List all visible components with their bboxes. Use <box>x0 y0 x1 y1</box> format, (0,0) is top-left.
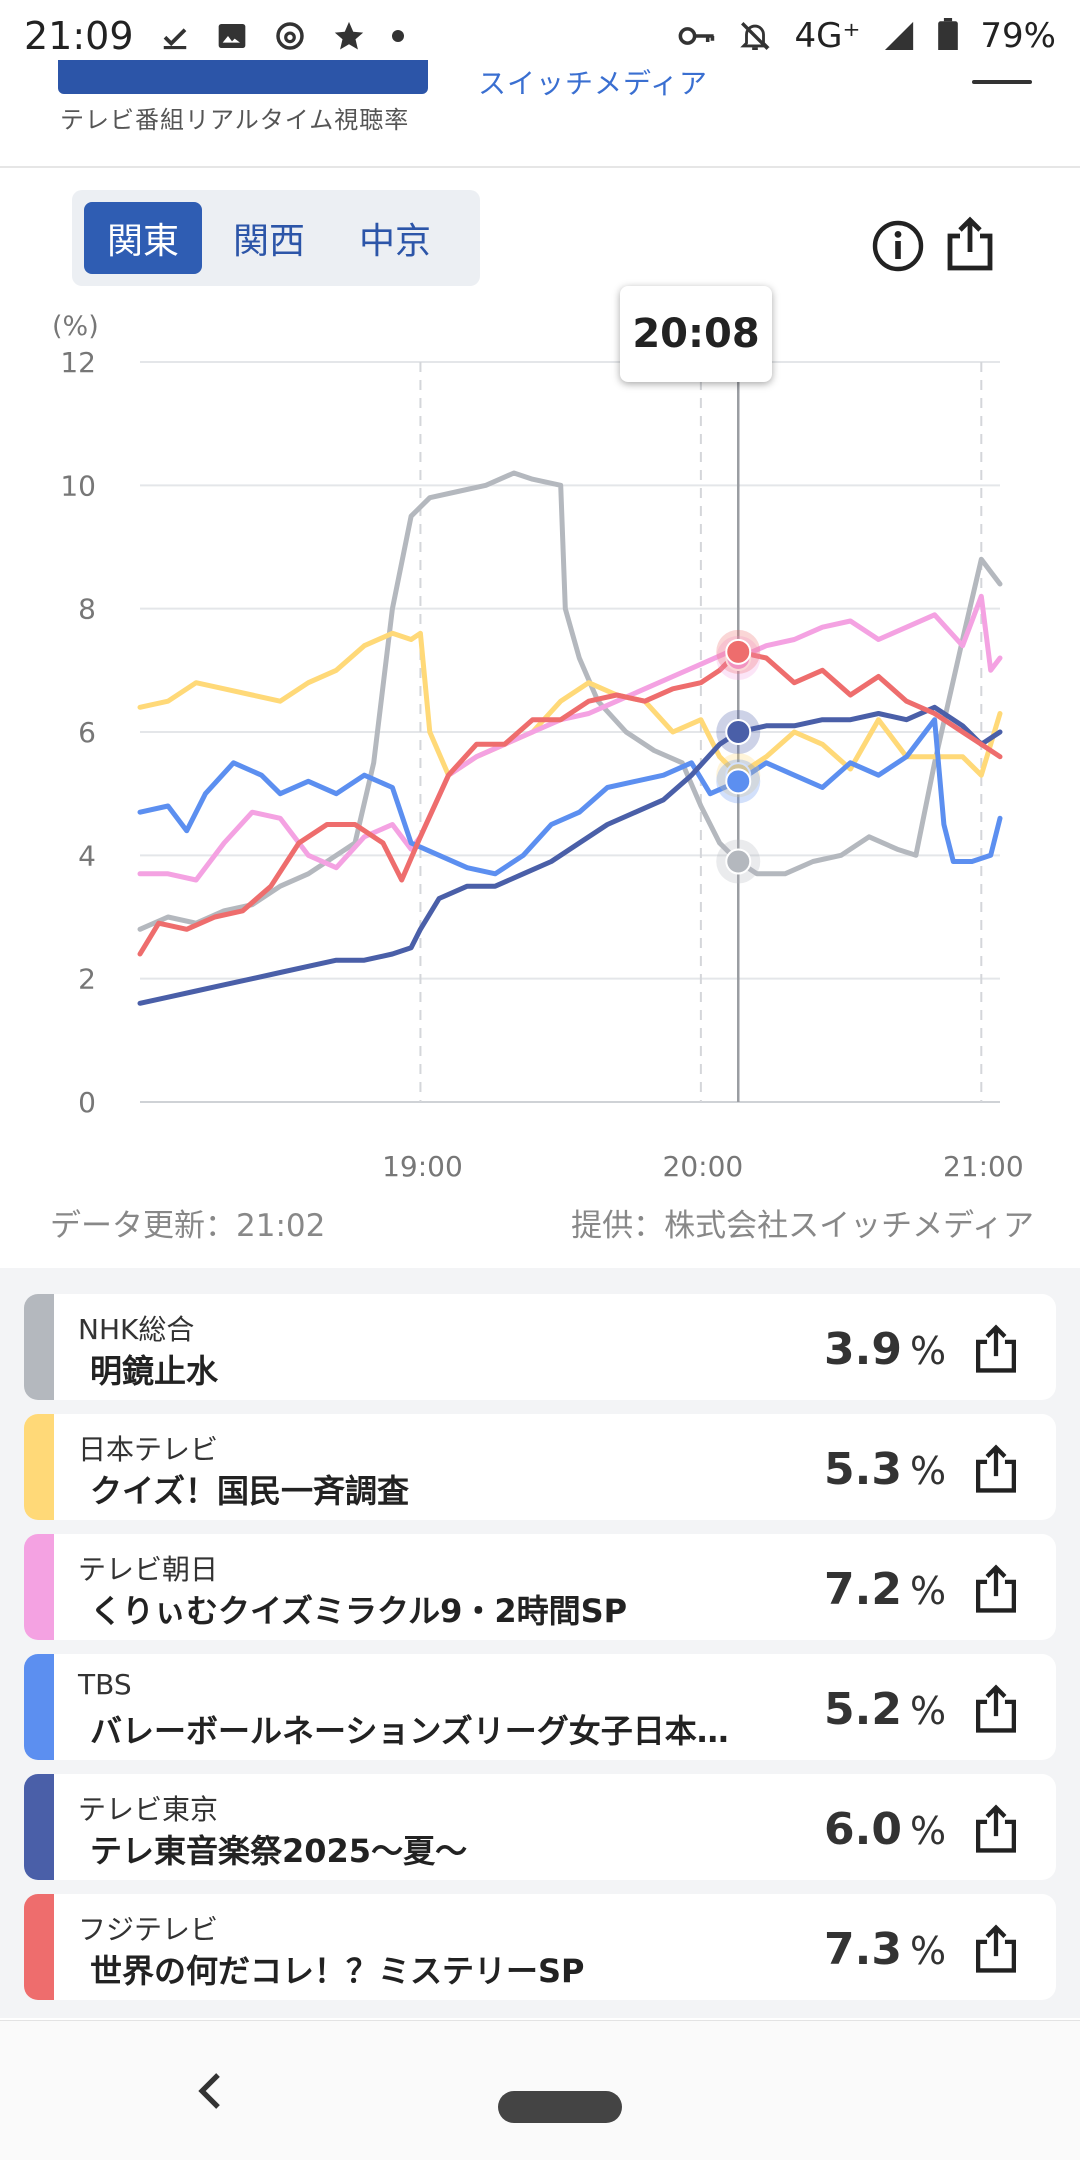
y-tick-label: 8 <box>78 593 96 626</box>
battery-level: 79% <box>980 16 1056 56</box>
chevron-left-icon[interactable] <box>190 2069 230 2113</box>
channel-name: テレビ東京 <box>78 1793 219 1826</box>
program-title: テレ東音楽祭2025〜夏〜 <box>90 1832 468 1870</box>
key-icon <box>678 21 716 51</box>
channel-card-ntv[interactable]: 日本テレビ クイズ！国民一斉調査 5.3% <box>24 1414 1056 1520</box>
share-icon[interactable] <box>972 1684 1020 1734</box>
channel-color-bar <box>24 1534 54 1640</box>
share-icon[interactable] <box>972 1564 1020 1614</box>
share-icon[interactable] <box>972 1924 1020 1974</box>
data-update-time: データ更新：21:02 <box>50 1208 326 1244</box>
signal-icon <box>882 19 916 53</box>
rating-value: 6.0% <box>824 1804 947 1855</box>
channel-name: テレビ朝日 <box>78 1553 219 1586</box>
y-tick-label: 6 <box>78 716 96 749</box>
data-provider: 提供：株式会社スイッチメディア <box>571 1208 1034 1244</box>
home-pill[interactable] <box>498 2091 622 2123</box>
share-icon[interactable] <box>972 1444 1020 1494</box>
series-line-5 <box>137 649 1003 957</box>
y-tick-label: 10 <box>60 469 96 502</box>
channel-list: NHK総合 明鏡止水 3.9% 日本テレビ クイズ！国民一斉調査 5.3% テレ… <box>0 1268 1080 2018</box>
rating-value: 7.3% <box>824 1924 947 1975</box>
dot-icon <box>391 30 404 42</box>
program-title: クイズ！国民一斉調査 <box>90 1472 410 1510</box>
info-icon[interactable] <box>872 220 924 272</box>
channel-card-tbs[interactable]: TBS バレーボールネーションズリーグ女子日本… 5.2% <box>24 1654 1056 1760</box>
series-line-1 <box>137 630 1003 778</box>
channel-name: NHK総合 <box>78 1313 195 1346</box>
channel-card-fuji[interactable]: フジテレビ 世界の何だコレ！？ミステリーSP 7.3% <box>24 1894 1056 2000</box>
tab-chukyo[interactable]: 中京 <box>358 221 431 262</box>
channel-color-bar <box>24 1414 54 1520</box>
chart-series <box>137 470 1003 1006</box>
y-tick-label: 12 <box>60 346 96 379</box>
cursor-point-3 <box>725 768 752 795</box>
program-title: バレーボールネーションズリーグ女子日本… <box>90 1712 729 1750</box>
image-icon <box>216 20 248 52</box>
brand-name: スイッチメディア <box>478 67 709 100</box>
y-tick-label: 0 <box>78 1086 96 1119</box>
time-tooltip: 20:08 <box>620 286 772 382</box>
channel-name: TBS <box>78 1668 132 1701</box>
app-header: テレビ番組リアルタイム視聴率 スイッチメディア <box>0 50 1080 168</box>
cursor-point-0 <box>725 848 752 875</box>
threads-icon <box>274 20 306 52</box>
channel-name: フジテレビ <box>78 1913 219 1946</box>
x-tick-label: 19:00 <box>382 1150 463 1183</box>
program-title: 世界の何だコレ！？ミステリーSP <box>90 1952 585 1990</box>
app-logo[interactable] <box>58 60 428 94</box>
ratings-chart[interactable]: (%) 0 2 4 6 8 10 12 19:00 20:00 21:00 <box>0 290 1080 1190</box>
program-title: 明鏡止水 <box>90 1352 219 1390</box>
channel-card-tv-asahi[interactable]: テレビ朝日 くりぃむクイズミラクル9・2時間SP 7.2% <box>24 1534 1056 1640</box>
series-line-3 <box>137 717 1003 877</box>
series-line-4 <box>137 704 1003 1006</box>
app-subtitle: テレビ番組リアルタイム視聴率 <box>60 106 410 134</box>
y-tick-label: 2 <box>78 963 96 996</box>
notifications-off-icon <box>738 19 772 53</box>
y-axis-unit: (%) <box>52 311 99 342</box>
battery-icon <box>938 18 959 54</box>
channel-name: 日本テレビ <box>78 1433 219 1466</box>
network-type: 4G⁺ <box>794 16 861 56</box>
chart-cursor <box>716 380 761 1102</box>
series-line-0 <box>137 470 1003 932</box>
star-icon <box>332 19 366 53</box>
status-bar: 21:09 4G⁺ <box>0 0 1080 72</box>
rating-value: 5.3% <box>824 1444 947 1495</box>
tab-kansai[interactable]: 関西 <box>232 221 305 262</box>
x-tick-label: 20:00 <box>663 1150 744 1183</box>
cursor-point-5 <box>725 638 752 665</box>
y-tick-label: 4 <box>78 839 96 872</box>
tab-kanto[interactable]: 関東 <box>84 202 202 274</box>
download-done-icon <box>160 21 190 51</box>
share-icon[interactable] <box>972 1324 1020 1374</box>
channel-color-bar <box>24 1654 54 1760</box>
channel-color-bar <box>24 1294 54 1400</box>
rating-value: 7.2% <box>824 1564 947 1615</box>
rating-value: 3.9% <box>824 1324 947 1375</box>
x-tick-label: 21:00 <box>943 1150 1024 1183</box>
channel-color-bar <box>24 1894 54 2000</box>
channel-card-nhk[interactable]: NHK総合 明鏡止水 3.9% <box>24 1294 1056 1400</box>
system-nav-bar <box>0 2020 1080 2160</box>
region-tabs: 関東 関西 中京 <box>72 190 480 286</box>
menu-icon[interactable] <box>972 80 1032 84</box>
rating-value: 5.2% <box>824 1684 947 1735</box>
share-icon[interactable] <box>972 1804 1020 1854</box>
program-title: くりぃむクイズミラクル9・2時間SP <box>90 1592 628 1630</box>
channel-card-tv-tokyo[interactable]: テレビ東京 テレ東音楽祭2025〜夏〜 6.0% <box>24 1774 1056 1880</box>
cursor-point-4 <box>725 719 752 745</box>
chart-grid: (%) 0 2 4 6 8 10 12 19:00 20:00 21:00 <box>52 311 1024 1183</box>
channel-color-bar <box>24 1774 54 1880</box>
share-icon[interactable] <box>944 216 996 272</box>
